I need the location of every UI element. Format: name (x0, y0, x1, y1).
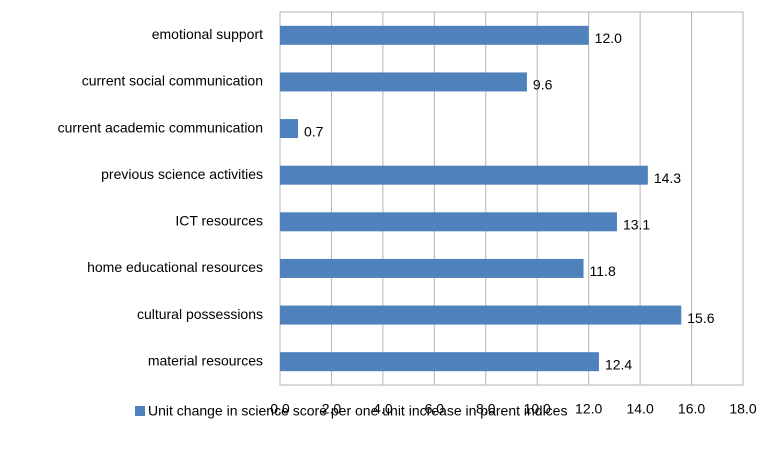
x-tick-label: 18.0 (729, 401, 756, 417)
x-tick-label: 14.0 (626, 401, 653, 417)
y-tick-label: current social communication (82, 73, 263, 89)
x-tick-label: 16.0 (678, 401, 705, 417)
value-label: 11.8 (590, 263, 616, 279)
y-tick-label: material resources (148, 352, 263, 368)
value-label: 0.7 (304, 123, 324, 139)
plot-border (279, 11, 744, 386)
y-tick-label: emotional support (152, 26, 263, 42)
value-label: 12.0 (595, 30, 622, 46)
value-label: 13.1 (623, 217, 650, 233)
bar (280, 119, 299, 139)
x-tick-label: 4.0 (373, 401, 393, 417)
x-tick-label: 2.0 (322, 401, 342, 417)
y-tick-label: previous science activities (101, 166, 263, 182)
value-label: 15.6 (687, 310, 714, 326)
x-tick-label: 10.0 (524, 401, 551, 417)
bar (280, 305, 682, 325)
value-label: 9.6 (533, 77, 553, 93)
y-tick-label: current academic communication (58, 119, 263, 135)
y-tick-label: ICT resources (175, 213, 263, 229)
x-tick-label: 0.0 (270, 401, 290, 417)
bar (280, 165, 648, 185)
bar (280, 25, 589, 45)
bar (280, 258, 584, 278)
legend-marker (135, 406, 145, 416)
x-tick-label: 6.0 (425, 401, 445, 417)
y-tick-label: cultural possessions (137, 306, 263, 322)
bar (280, 352, 599, 372)
bar (280, 72, 527, 92)
value-label: 14.3 (654, 170, 681, 186)
legend-label: Unit change in science score per one uni… (148, 403, 567, 419)
value-label: 12.4 (605, 356, 632, 372)
x-tick-label: 8.0 (476, 401, 496, 417)
y-tick-label: home educational resources (87, 259, 263, 275)
x-tick-label: 12.0 (575, 401, 602, 417)
bar (280, 212, 617, 232)
